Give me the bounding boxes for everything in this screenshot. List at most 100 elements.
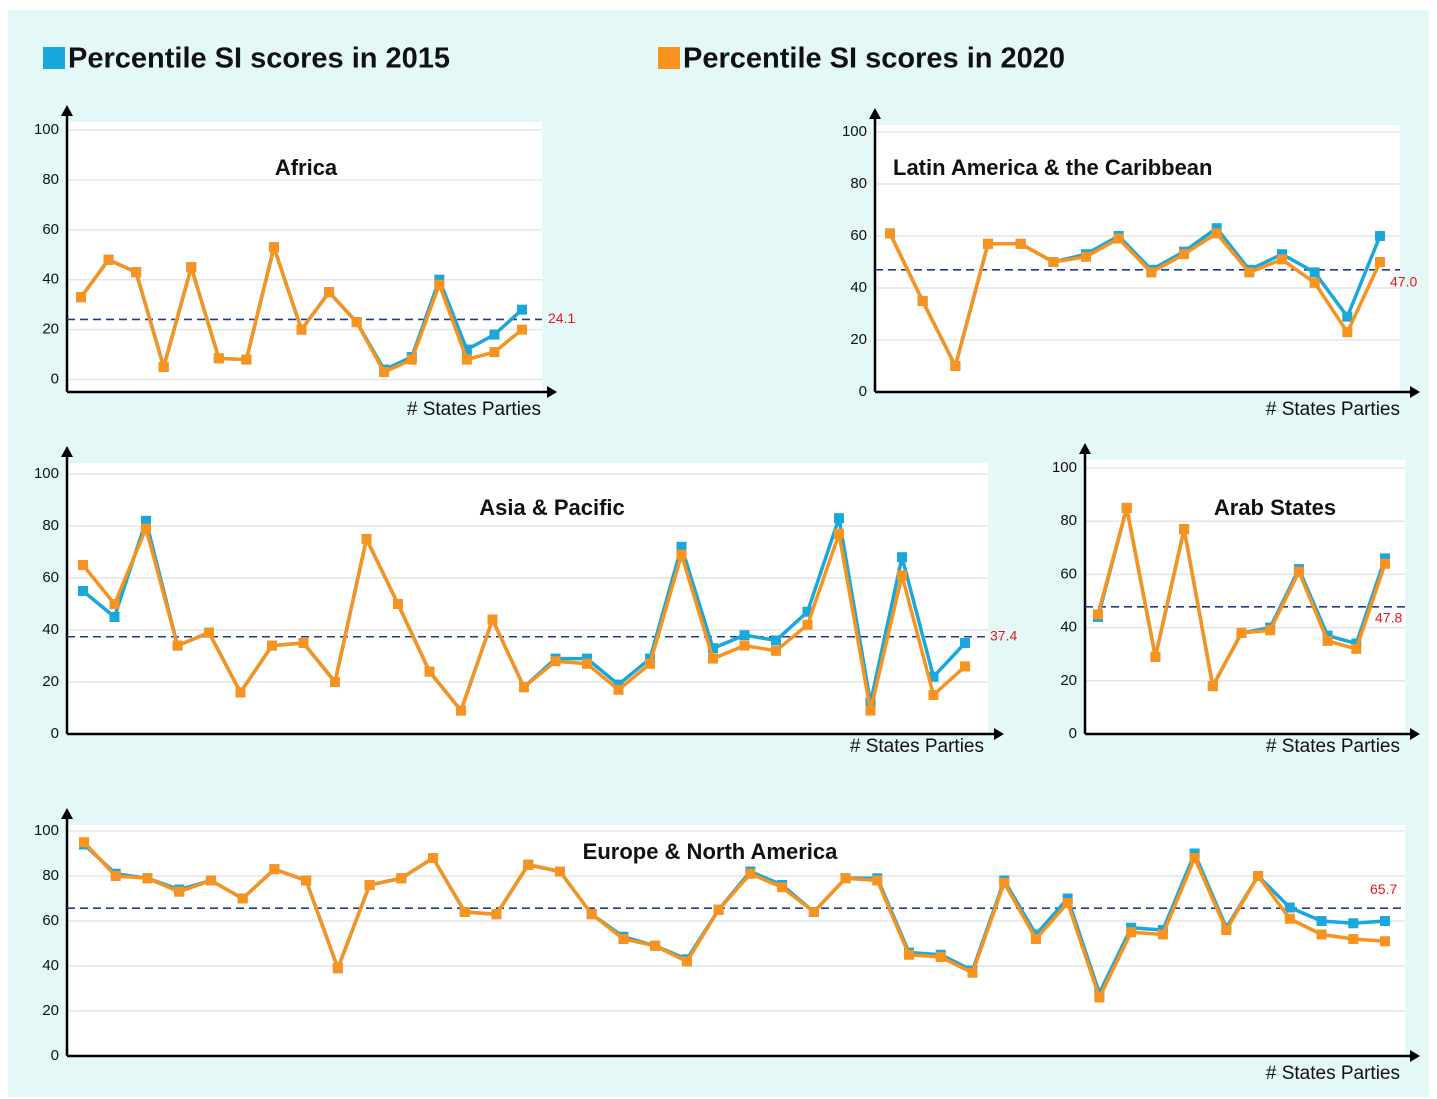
data-point (406, 354, 417, 365)
data-point (1351, 643, 1362, 654)
data-point (802, 619, 813, 630)
data-point (885, 228, 895, 239)
y-tick-label: 40 (42, 621, 59, 638)
series-line (888, 231, 1382, 368)
data-point (1030, 934, 1041, 944)
y-tick-label: 80 (1060, 512, 1077, 529)
data-point (330, 677, 340, 687)
data-point (434, 279, 445, 290)
x-axis-label: # States Parties (407, 399, 541, 420)
legend-label: Percentile SI scores in 2020 (683, 43, 1065, 75)
data-point (771, 635, 781, 646)
data-point (582, 658, 592, 669)
data-point (999, 877, 1010, 888)
reference-label: 47.0 (1390, 274, 1417, 290)
data-point (1081, 251, 1091, 262)
data-point (523, 859, 534, 870)
data-point (1277, 249, 1287, 260)
data-point (897, 552, 907, 563)
series-line (82, 841, 1386, 1000)
data-point (235, 687, 246, 698)
data-point (872, 875, 883, 886)
reference-label: 37.4 (990, 627, 1017, 643)
legend-label: Percentile SI scores in 2015 (68, 43, 450, 75)
x-axis-arrow (1410, 728, 1420, 740)
data-point (79, 837, 89, 848)
y-tick-label: 80 (42, 171, 59, 188)
data-point (708, 653, 718, 664)
x-axis-arrow (1410, 386, 1420, 398)
data-point (519, 682, 529, 693)
y-tick-label: 40 (42, 957, 59, 974)
data-point (1265, 625, 1276, 636)
legend-swatch (658, 47, 680, 69)
data-point (739, 630, 750, 641)
data-point (676, 549, 687, 560)
data-point (834, 513, 844, 524)
data-point (393, 599, 403, 609)
y-tick-label: 100 (1052, 459, 1077, 476)
data-point (1157, 929, 1168, 940)
data-point (1284, 902, 1295, 913)
data-point (1284, 913, 1295, 924)
data-point (1150, 651, 1161, 662)
x-axis-label: # States Parties (1266, 399, 1400, 420)
data-point (301, 875, 312, 886)
data-point (840, 873, 851, 884)
y-tick-label: 60 (850, 227, 867, 244)
data-point (676, 541, 687, 552)
data-point (708, 643, 718, 654)
x-axis-arrow (1410, 1050, 1420, 1062)
y-tick-label: 0 (1069, 725, 1077, 742)
data-point (1146, 267, 1157, 278)
y-tick-label: 100 (34, 822, 59, 839)
data-point (78, 586, 88, 596)
data-point (205, 875, 216, 886)
data-point (241, 354, 252, 365)
data-point (172, 640, 183, 651)
data-point (103, 254, 114, 265)
y-tick-label: 60 (42, 221, 59, 238)
data-point (745, 868, 756, 879)
y-tick-label: 80 (42, 517, 59, 534)
y-tick-label: 80 (42, 867, 59, 884)
y-tick-label: 100 (34, 121, 59, 138)
data-point (960, 638, 970, 648)
data-point (424, 666, 435, 677)
data-point (459, 907, 470, 917)
data-point (1277, 254, 1287, 265)
chart-title: Latin America & the Caribbean (893, 155, 1212, 180)
legend-swatch (43, 47, 65, 69)
data-point (1380, 553, 1390, 564)
data-point (204, 627, 214, 638)
data-point (489, 329, 500, 340)
data-point (550, 656, 561, 667)
y-tick-label: 100 (842, 123, 867, 140)
data-point (1375, 257, 1385, 267)
data-point (158, 362, 169, 373)
data-point (428, 853, 439, 863)
data-point (713, 904, 724, 915)
y-axis-arrow (869, 108, 881, 119)
data-point (298, 638, 309, 648)
y-axis-arrow (61, 808, 73, 819)
data-point (582, 653, 592, 664)
data-point (650, 940, 661, 951)
data-point (1293, 566, 1304, 577)
data-point (517, 324, 527, 335)
data-point (142, 873, 153, 884)
data-point (618, 934, 629, 944)
data-point (1309, 277, 1320, 288)
data-point (777, 882, 788, 893)
data-point (935, 952, 946, 962)
data-point (487, 614, 498, 625)
data-point (456, 705, 466, 716)
data-point (237, 893, 248, 904)
y-tick-label: 80 (850, 175, 867, 192)
data-point (865, 705, 876, 716)
data-point (967, 967, 978, 978)
y-tick-label: 20 (850, 331, 867, 348)
y-tick-label: 40 (850, 279, 867, 296)
x-axis-arrow (994, 728, 1004, 740)
